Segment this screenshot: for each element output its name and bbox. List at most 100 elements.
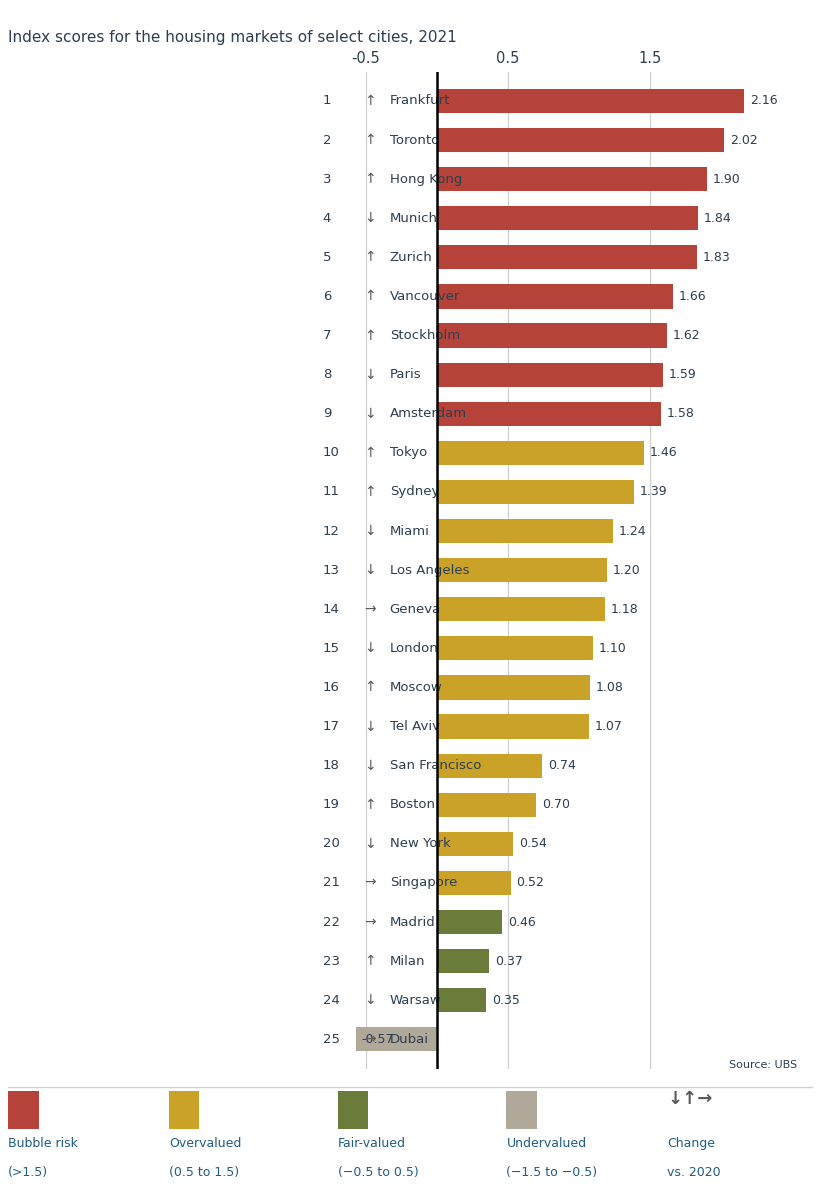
Text: Index scores for the housing markets of select cities, 2021: Index scores for the housing markets of … (8, 30, 456, 45)
Bar (337, 1090, 368, 1130)
Text: 1.59: 1.59 (667, 368, 695, 381)
Bar (437, 480, 634, 504)
Text: ↑: ↑ (364, 289, 375, 303)
Text: Amsterdam: Amsterdam (389, 407, 466, 420)
Text: ↓↑→: ↓↑→ (667, 1090, 712, 1108)
Text: 5: 5 (323, 251, 331, 264)
Text: -0.57: -0.57 (361, 1033, 393, 1046)
Text: 1.07: 1.07 (594, 720, 622, 733)
Text: (−0.5 to 0.5): (−0.5 to 0.5) (337, 1165, 418, 1178)
Bar (437, 167, 706, 191)
Text: 0.52: 0.52 (516, 876, 544, 890)
Text: (−1.5 to −0.5): (−1.5 to −0.5) (506, 1165, 597, 1178)
Text: ↓: ↓ (364, 993, 375, 1008)
Bar (437, 558, 607, 583)
Text: 1.66: 1.66 (678, 290, 705, 303)
Bar (437, 207, 698, 230)
Text: Sydney: Sydney (389, 486, 438, 498)
Text: 10: 10 (323, 447, 339, 460)
Text: Moscow: Moscow (389, 681, 442, 694)
Text: (0.5 to 1.5): (0.5 to 1.5) (169, 1165, 239, 1178)
Text: 0.54: 0.54 (518, 837, 546, 850)
Text: 1.39: 1.39 (640, 486, 667, 498)
Text: ↓: ↓ (364, 720, 375, 733)
Text: 22: 22 (323, 916, 339, 929)
Text: ↑: ↑ (364, 251, 375, 264)
Text: Madrid: Madrid (389, 916, 435, 929)
Text: vs. 2020: vs. 2020 (667, 1165, 720, 1178)
Bar (437, 832, 513, 856)
Text: Stockholm: Stockholm (389, 330, 459, 341)
Text: Toronto: Toronto (389, 134, 438, 147)
Text: 1.18: 1.18 (609, 603, 637, 616)
Text: 3: 3 (323, 173, 331, 185)
Text: ↑: ↑ (364, 94, 375, 107)
Text: 0.35: 0.35 (491, 993, 519, 1007)
Bar (437, 519, 613, 543)
Text: 13: 13 (323, 564, 339, 577)
Text: ↑: ↑ (364, 172, 375, 186)
Text: ↑: ↑ (364, 485, 375, 499)
Bar (437, 714, 588, 739)
Text: Milan: Milan (389, 955, 425, 967)
Text: Source: UBS: Source: UBS (727, 1060, 796, 1070)
Bar (437, 753, 541, 777)
Text: 11: 11 (323, 486, 339, 498)
Text: Miami: Miami (389, 524, 429, 537)
Text: ↑: ↑ (364, 133, 375, 147)
Text: 12: 12 (323, 524, 339, 537)
Text: 6: 6 (323, 290, 331, 303)
Text: San Francisco: San Francisco (389, 759, 481, 773)
Text: Singapore: Singapore (389, 876, 456, 890)
Text: ↑: ↑ (364, 798, 375, 812)
Bar (437, 949, 489, 973)
Text: ↓: ↓ (364, 641, 375, 656)
Text: →: → (364, 915, 375, 929)
Text: Hong Kong: Hong Kong (389, 173, 461, 185)
Text: Bubble risk: Bubble risk (8, 1137, 78, 1150)
Text: 15: 15 (323, 642, 339, 654)
Text: 2: 2 (323, 134, 331, 147)
Text: ↓: ↓ (364, 407, 375, 420)
Text: Los Angeles: Los Angeles (389, 564, 468, 577)
Text: 17: 17 (323, 720, 339, 733)
Text: ↑: ↑ (364, 681, 375, 695)
Bar (437, 793, 536, 817)
Text: 1.84: 1.84 (704, 211, 731, 224)
Text: 1: 1 (323, 94, 331, 107)
Text: 20: 20 (323, 837, 339, 850)
Bar (437, 870, 510, 896)
Text: ↑: ↑ (364, 445, 375, 460)
Text: 4: 4 (323, 211, 331, 224)
Text: London: London (389, 642, 438, 654)
Bar (437, 676, 590, 700)
Text: 0.74: 0.74 (547, 759, 575, 773)
Text: ↓: ↓ (364, 211, 375, 226)
Text: Frankfurt: Frankfurt (389, 94, 450, 107)
Text: Zurich: Zurich (389, 251, 432, 264)
Bar (437, 441, 644, 464)
Text: 2.02: 2.02 (729, 134, 757, 147)
Text: ↓: ↓ (364, 368, 375, 382)
Bar (169, 1090, 199, 1130)
Text: 0.37: 0.37 (495, 955, 523, 967)
Text: 1.46: 1.46 (649, 447, 676, 460)
Bar (437, 910, 501, 934)
Text: Boston: Boston (389, 799, 435, 811)
Text: 1.58: 1.58 (667, 407, 695, 420)
Text: 2.16: 2.16 (749, 94, 776, 107)
Text: Overvalued: Overvalued (169, 1137, 241, 1150)
Text: ↑: ↑ (364, 954, 375, 968)
Text: Munich: Munich (389, 211, 437, 224)
Text: Change: Change (667, 1137, 714, 1150)
Text: (>1.5): (>1.5) (8, 1165, 48, 1178)
Bar (437, 88, 743, 113)
Bar (437, 401, 661, 426)
Text: ↓: ↓ (364, 758, 375, 773)
Text: →: → (364, 876, 375, 890)
Text: 1.83: 1.83 (702, 251, 730, 264)
Text: 19: 19 (323, 799, 339, 811)
Text: ↓: ↓ (364, 837, 375, 851)
Text: 9: 9 (323, 407, 331, 420)
Text: ↓: ↓ (364, 564, 375, 577)
